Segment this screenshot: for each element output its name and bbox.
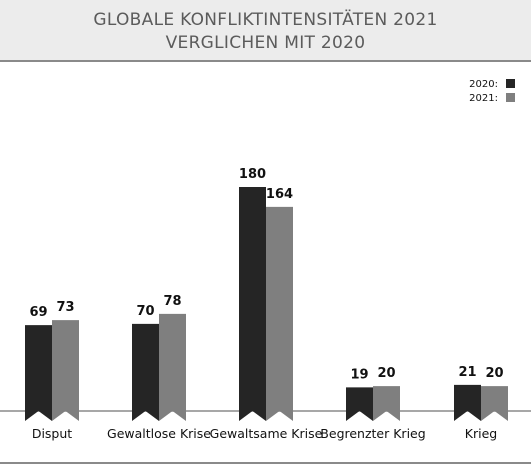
data-label: 70 [136, 304, 154, 319]
legend-label: 2020: [469, 79, 498, 90]
data-label: 180 [239, 167, 266, 182]
data-label: 20 [485, 366, 503, 381]
bar-2020-3 [346, 387, 373, 421]
bar-2021-3 [373, 386, 400, 421]
bar-2021-1 [159, 313, 186, 421]
category-label: Disput [32, 426, 72, 441]
bar-2020-4 [454, 384, 481, 421]
bar-2021-0 [52, 320, 79, 421]
bar-2020-2 [239, 187, 266, 421]
data-label: 69 [29, 305, 47, 320]
bar-2020-1 [132, 323, 159, 421]
bar-2021-4 [481, 386, 508, 421]
chart-title-line-2: VERGLICHEN MIT 2020 [165, 33, 366, 53]
legend-swatch [506, 93, 515, 102]
legend-swatch [506, 79, 515, 88]
chart-title-line-1: GLOBALE KONFLIKTINTENSITÄTEN 2021 [93, 10, 438, 30]
data-label: 21 [458, 365, 476, 380]
title-banner: GLOBALE KONFLIKTINTENSITÄTEN 2021 VERGLI… [0, 0, 531, 62]
data-label: 73 [56, 300, 74, 315]
data-label: 19 [350, 367, 368, 382]
category-label: Gewaltsame Krise [210, 426, 323, 441]
data-label: 78 [163, 294, 181, 309]
bottom-border [0, 462, 531, 464]
data-label: 20 [377, 366, 395, 381]
category-label: Begrenzter Krieg [320, 426, 425, 441]
legend-label: 2021: [469, 93, 498, 104]
data-label: 164 [266, 187, 293, 202]
category-label: Krieg [465, 426, 497, 441]
bar-2020-0 [25, 325, 52, 421]
category-label: Gewaltlose Krise [107, 426, 211, 441]
bar-2021-2 [266, 206, 293, 421]
